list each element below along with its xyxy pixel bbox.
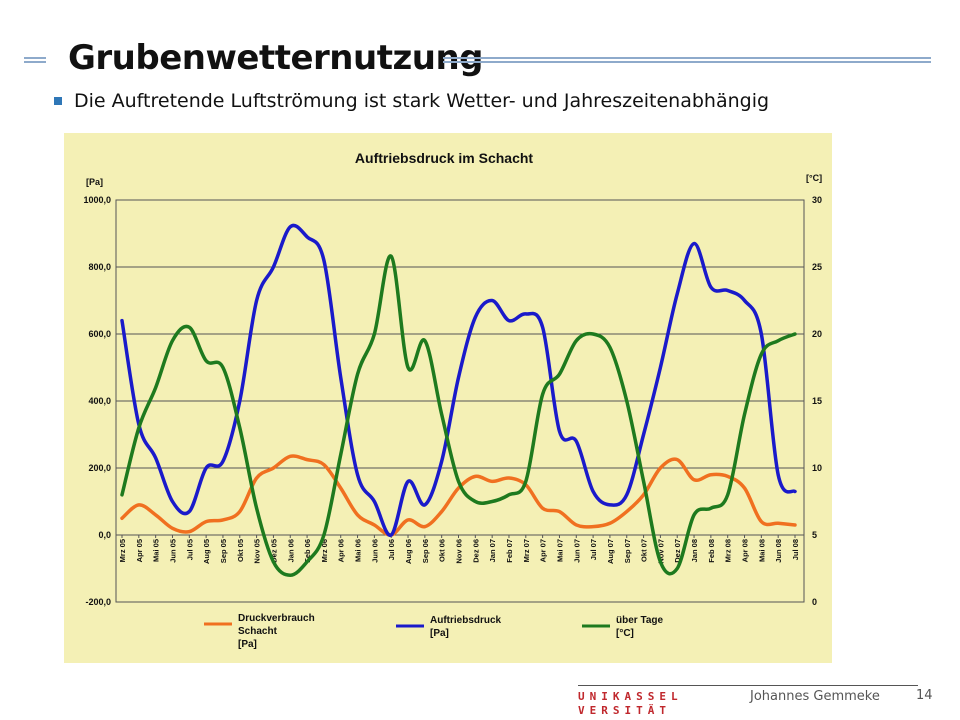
legend-druckverbrauch-label: Druckverbrauch: [238, 613, 315, 624]
right-tick-label: 10: [812, 463, 822, 473]
x-tick-label: Jun 06: [370, 539, 379, 563]
left-axis-unit: [Pa]: [86, 177, 103, 187]
x-tick-label: Jan 07: [488, 539, 497, 562]
title-decoration-left: [24, 57, 46, 63]
x-tick-label: Dez 06: [471, 539, 480, 563]
x-tick-label: Apr 06: [337, 539, 346, 562]
left-tick-label: 800,0: [88, 262, 111, 272]
x-tick-label: Mrz 06: [320, 539, 329, 562]
legend-druckverbrauch-label: [Pa]: [238, 639, 257, 650]
x-tick-label: Jun 05: [168, 539, 177, 563]
x-tick-label: Mrz 08: [724, 539, 733, 562]
right-tick-label: 25: [812, 262, 822, 272]
left-tick-label: 400,0: [88, 396, 111, 406]
right-tick-label: 5: [812, 530, 817, 540]
left-tick-label: 200,0: [88, 463, 111, 473]
x-tick-label: Dez 05: [269, 539, 278, 563]
x-tick-label: Mai 08: [757, 539, 766, 562]
line-chart: Auftriebsdruck im Schacht[Pa] [°C]1000,08…: [83, 150, 822, 650]
x-tick-label: Aug 05: [202, 539, 211, 564]
x-tick-label: Feb 07: [505, 539, 514, 563]
x-tick-label: Mai 05: [152, 539, 161, 562]
x-tick-label: Apr 05: [135, 539, 144, 562]
x-tick-label: Okt 05: [236, 539, 245, 562]
legend-auftriebsdruck-label: [Pa]: [430, 628, 449, 639]
x-tick-label: Aug 06: [404, 539, 413, 564]
left-tick-label: 1000,0: [83, 195, 111, 205]
right-tick-label: 15: [812, 396, 822, 406]
legend-druckverbrauch-label: Schacht: [238, 626, 278, 637]
logo-line-2: VERSITÄT: [578, 704, 671, 717]
x-tick-label: Nov 06: [455, 539, 464, 564]
page-number: 14: [916, 688, 933, 703]
x-tick-label: Jul 06: [387, 539, 396, 560]
left-tick-label: -200,0: [85, 597, 111, 607]
university-logo: UNIKASSEL VERSITÄT: [578, 690, 718, 720]
x-tick-label: Okt 07: [640, 539, 649, 562]
x-tick-label: Aug 07: [606, 539, 615, 564]
chart-panel: Auftriebsdruck im Schacht [Pa] [°C] 1000,0 8…: [64, 133, 832, 663]
x-tick-label: Mai 06: [354, 539, 363, 562]
x-tick-label: Apr 07: [539, 539, 548, 562]
x-tick-label: Sep 06: [421, 539, 430, 563]
x-tick-label: Feb 06: [303, 539, 312, 563]
x-tick-label: Sep 07: [623, 539, 632, 563]
bullet-text: Die Auftretende Luftströmung ist stark W…: [74, 90, 770, 112]
x-tick-label: Jan 08: [690, 539, 699, 562]
x-tick-label: Mai 07: [555, 539, 564, 562]
author-name: Johannes Gemmeke: [750, 689, 880, 704]
series-line-uber-tage: [120, 254, 797, 577]
right-tick-label: 30: [812, 195, 822, 205]
title-row: Grubenwetternutzung: [0, 38, 960, 86]
bullet-square-icon: [54, 97, 62, 105]
logo-line-1: UNIKASSEL: [578, 690, 683, 703]
x-tick-label: Mrz 05: [118, 539, 127, 562]
x-tick-label: Jun 07: [572, 539, 581, 563]
legend-uber-tage-label: [°C]: [616, 628, 634, 639]
x-tick-label: Jul 08: [791, 539, 800, 560]
series-line-druckverbrauch: [120, 454, 797, 537]
legend-auftriebsdruck-label: Auftriebsdruck: [430, 615, 502, 626]
title-decoration-right: [443, 57, 931, 63]
x-tick-label: Jul 07: [589, 539, 598, 560]
x-tick-label: Nov 07: [656, 539, 665, 564]
x-tick-label: Sep 05: [219, 539, 228, 563]
legend-uber-tage-label: über Tage: [616, 615, 663, 626]
x-tick-label: Jan 06: [286, 539, 295, 562]
x-tick-label: Jun 08: [774, 539, 783, 563]
x-tick-label: Dez 07: [673, 539, 682, 563]
x-tick-label: Feb 08: [707, 539, 716, 563]
right-tick-label: 0: [812, 597, 817, 607]
right-tick-label: 20: [812, 329, 822, 339]
left-tick-label: 600,0: [88, 329, 111, 339]
x-tick-label: Okt 06: [438, 539, 447, 562]
slide-title: Grubenwetternutzung: [68, 38, 484, 78]
left-tick-label: 0,0: [98, 530, 111, 540]
footer-divider: [578, 685, 918, 686]
chart-title: Auftriebsdruck im Schacht: [355, 150, 533, 166]
x-tick-label: Jul 05: [185, 539, 194, 560]
right-axis-unit: [°C]: [806, 173, 822, 183]
x-tick-label: Nov 05: [253, 539, 262, 564]
x-tick-label: Mrz 07: [522, 539, 531, 562]
x-tick-label: Apr 08: [741, 539, 750, 562]
